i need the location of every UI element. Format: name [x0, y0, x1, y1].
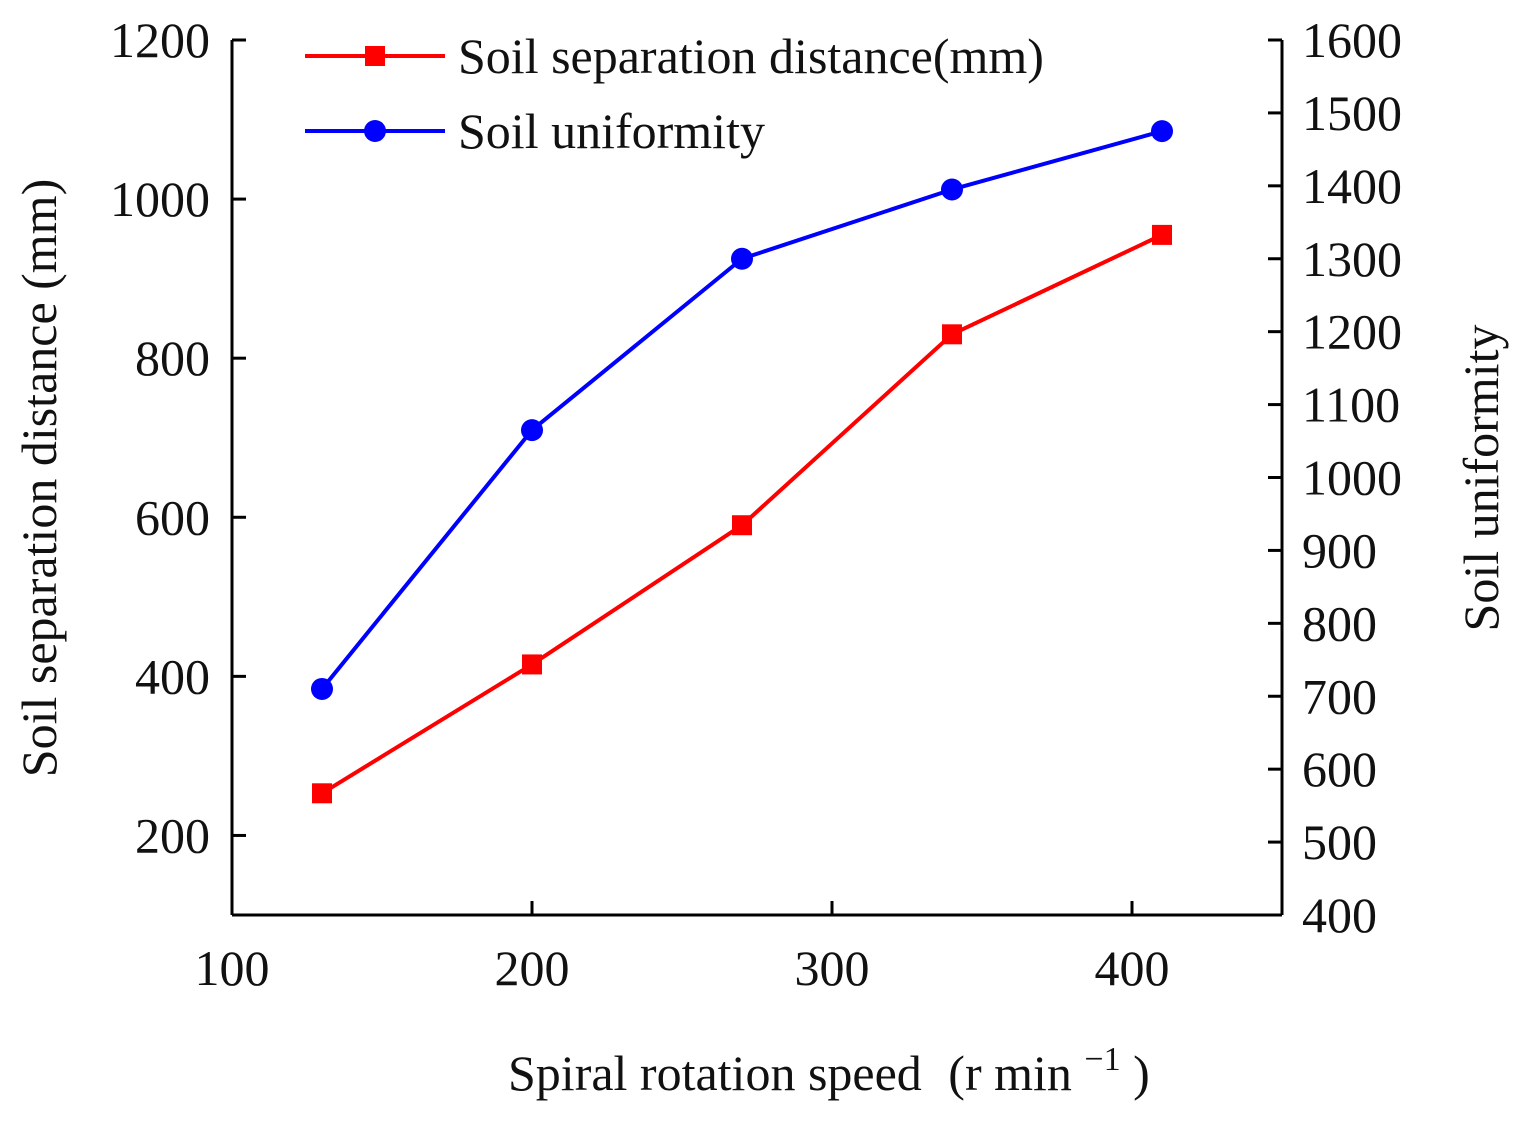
series-layer [311, 120, 1173, 804]
legend-label-1: Soil separation distance(mm) [458, 28, 1044, 84]
y-right-tick-label: 1200 [1302, 304, 1402, 360]
y-right-tick-label: 1600 [1302, 12, 1402, 68]
y-right-tick-label: 500 [1302, 814, 1377, 870]
series-1-point [312, 783, 332, 804]
y-axis-right-title: Soil uniformity [1453, 325, 1509, 632]
series-1-point [1152, 224, 1172, 245]
y-axis-left-title: Soil separation distance (mm) [11, 179, 67, 777]
y-right-tick-label: 1400 [1302, 158, 1402, 214]
y-right-tick-label: 600 [1302, 741, 1377, 797]
x-axis-title-unit-close: ) [1133, 1045, 1150, 1101]
series-2-point [1151, 120, 1173, 143]
y-left-tick-label: 400 [135, 648, 210, 704]
y-right-tick-label: 900 [1302, 522, 1377, 578]
y-left-tick-label: 200 [135, 807, 210, 863]
x-tick-label: 100 [195, 940, 270, 996]
x-tick-label: 400 [1095, 940, 1170, 996]
series-2-point [521, 419, 543, 442]
series-1-point [732, 515, 752, 536]
series-2-point [731, 247, 753, 270]
x-tick-label: 300 [795, 940, 870, 996]
y-right-tick-label: 1000 [1302, 450, 1402, 506]
y-right-tick-label: 400 [1302, 887, 1377, 943]
x-axis-title-unit-open: (r min [948, 1045, 1072, 1101]
x-axis-title: Spiral rotation speed (r min −1 ) [508, 1025, 1150, 1101]
y-right-tick-label: 700 [1302, 668, 1377, 724]
x-axis-title-main: Spiral rotation speed [508, 1045, 922, 1101]
series-line-1 [320, 233, 1163, 796]
y-left-tick-label: 800 [135, 330, 210, 386]
y-left-tick-label: 1000 [110, 171, 210, 227]
y-left-tick-label: 600 [135, 489, 210, 545]
series-1-point [942, 324, 962, 345]
legend-marker-2 [364, 120, 386, 142]
series-2-point [311, 677, 333, 700]
y-right-tick-label: 1500 [1302, 85, 1402, 141]
axes: 100 200 300 400 200 400 600 800 1000 1200 400 500 60… [110, 12, 1402, 996]
legend-label-2: Soil uniformity [458, 103, 765, 159]
series-line-2 [320, 129, 1163, 691]
series-2-point [941, 178, 963, 201]
series-1-point [522, 654, 542, 675]
y-right-tick-label: 1100 [1302, 377, 1400, 433]
y-left-tick-label: 1200 [110, 12, 210, 68]
x-tick-label: 200 [495, 940, 570, 996]
legend: Soil separation distance(mm) Soil uniform… [305, 28, 1044, 159]
legend-marker-1 [365, 46, 385, 66]
y-right-tick-label: 1300 [1302, 231, 1402, 287]
x-axis-title-unit-sup: −1 [1084, 1041, 1120, 1078]
y-right-tick-label: 800 [1302, 595, 1377, 651]
